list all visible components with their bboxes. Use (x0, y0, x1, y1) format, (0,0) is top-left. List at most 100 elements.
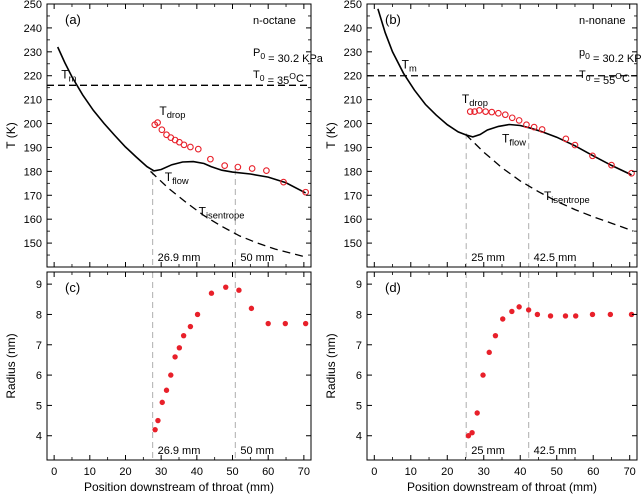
t0-label: T0 = 55OC (579, 69, 630, 87)
t-drop-point (538, 126, 546, 133)
radius-point (480, 372, 486, 378)
t-drop-point (562, 135, 570, 143)
y-tick-label: 230 (344, 47, 362, 59)
y-tick-label: 9 (356, 279, 362, 291)
t-flow-label: Tflow (502, 132, 526, 148)
panel-label: (a) (65, 12, 81, 27)
radius-point (573, 313, 579, 319)
t-flow-label: Tflow (165, 170, 189, 186)
radius-point (163, 387, 170, 393)
t-drop-point (608, 161, 615, 169)
y-tick-label: 180 (24, 166, 42, 178)
plot-area (367, 8, 637, 267)
radius-point (628, 311, 635, 318)
t-drop-point (180, 141, 188, 149)
radius-point (168, 372, 174, 378)
t-isentrope-line (150, 170, 308, 259)
radius-point (607, 311, 614, 318)
radius-point (248, 305, 255, 312)
x-tick-label: 30 (478, 466, 490, 478)
t-drop-point (501, 111, 509, 119)
y-tick-label: 150 (24, 238, 42, 250)
t-drop-point (488, 108, 496, 116)
y-tick-label: 5 (36, 400, 42, 412)
y-tick-label: 240 (24, 23, 42, 35)
y-tick-label: 190 (344, 142, 362, 154)
radius-point (223, 284, 229, 290)
radius-point (302, 320, 309, 327)
p0-label: p0 = 30.2 KPa (579, 47, 642, 65)
y-axis-label: Radius (nm) (324, 333, 338, 398)
x-tick-label: 20 (441, 466, 453, 478)
p0-label: P0 = 30.2 KPa (253, 47, 324, 65)
panel-label: (b) (385, 12, 401, 27)
tm-label: Tm (402, 58, 417, 74)
t-drop-point (207, 155, 214, 163)
y-tick-label: 210 (24, 95, 42, 107)
t-drop-point (221, 162, 229, 169)
x-axis-label: Position downstream of throat (mm) (407, 480, 597, 494)
x-tick-label: 30 (155, 466, 167, 478)
marker-label-2: 50 mm (240, 252, 274, 264)
radius-point (525, 307, 532, 313)
t-drop-point (280, 178, 287, 186)
x-tick-label: 70 (624, 466, 636, 478)
radius-point (547, 313, 554, 319)
t-drop-point (154, 119, 161, 126)
y-axis-label: Radius (nm) (4, 333, 18, 398)
y-tick-label: 160 (344, 214, 362, 226)
y-axis-label: T (K) (324, 122, 338, 148)
y-tick-label: 7 (356, 340, 362, 352)
x-tick-label: 10 (84, 466, 96, 478)
x-tick-label: 40 (191, 466, 203, 478)
y-tick-label: 150 (344, 238, 362, 250)
y-tick-label: 200 (344, 119, 362, 131)
t-drop-point (466, 108, 474, 115)
t-drop-label: Tdrop (159, 104, 185, 120)
t-drop-point (476, 107, 483, 114)
y-tick-label: 170 (344, 190, 362, 202)
x-tick-label: 0 (371, 466, 377, 478)
radius-point (265, 320, 271, 327)
radius-point (509, 308, 515, 315)
x-tick-label: 50 (551, 466, 563, 478)
t-drop-point (302, 188, 309, 196)
t-drop-point (194, 145, 202, 153)
tm-label: Tm (61, 67, 76, 83)
y-tick-label: 220 (24, 71, 42, 83)
t-drop-point (571, 141, 579, 149)
y-tick-label: 250 (24, 0, 42, 11)
x-axis-label: Position downstream of throat (mm) (84, 480, 274, 494)
panel-frame (46, 3, 312, 268)
y-tick-label: 240 (344, 23, 362, 35)
x-tick-label: 50 (226, 466, 238, 478)
y-tick-label: 230 (24, 47, 42, 59)
t-drop-point (589, 152, 596, 160)
panel-frame (46, 271, 312, 461)
y-tick-label: 4 (356, 431, 362, 443)
radius-point (194, 311, 201, 318)
x-tick-label: 60 (262, 466, 274, 478)
radius-point (282, 320, 289, 327)
y-tick-label: 170 (24, 190, 42, 202)
radius-point (474, 410, 480, 416)
t-drop-label: Tdrop (462, 92, 488, 108)
y-tick-label: 8 (36, 309, 42, 321)
t-isentrope-label: Tisentrope (544, 189, 590, 205)
t-drop-point (263, 167, 270, 174)
x-tick-label: 70 (298, 466, 310, 478)
y-tick-label: 210 (344, 95, 362, 107)
y-tick-label: 6 (36, 370, 42, 382)
t-drop-point (187, 143, 194, 151)
plot-area (47, 46, 311, 267)
t-drop-point (234, 163, 242, 171)
radius-point (176, 345, 183, 351)
y-tick-label: 220 (344, 71, 362, 83)
panel-frame (366, 3, 638, 268)
marker-label-1: 26.9 mm (158, 445, 201, 457)
radius-point (236, 287, 242, 293)
y-axis-label: T (K) (4, 122, 18, 148)
radius-point (486, 349, 492, 356)
t-drop-point (530, 123, 538, 131)
t-isentrope-label: Tisentrope (199, 205, 245, 221)
